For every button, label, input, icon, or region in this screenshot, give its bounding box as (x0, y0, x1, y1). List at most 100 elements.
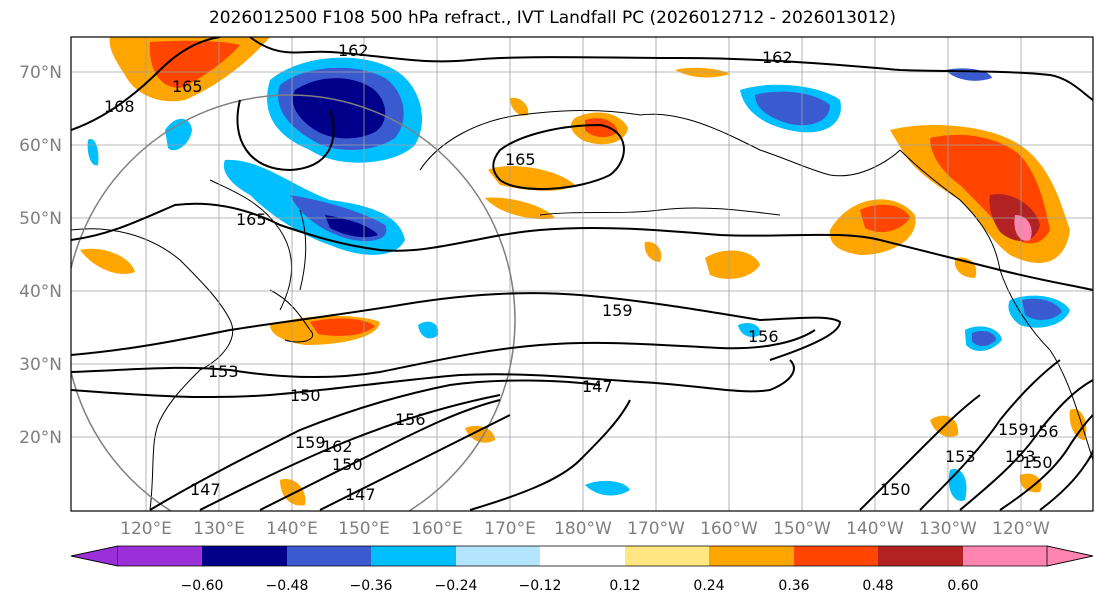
contour-label: 156 (395, 410, 426, 429)
longitude-label: 140°W (846, 519, 904, 539)
colorbar-tick-label: −0.48 (266, 578, 309, 594)
latitude-label: 30°N (19, 355, 62, 375)
colorbar-tick-label: −0.60 (181, 578, 224, 594)
landfall-region-circle (71, 94, 516, 511)
longitude-label: 160°E (411, 519, 463, 539)
contour-label: 162 (322, 437, 353, 456)
colorbar-tick-label: −0.36 (350, 578, 393, 594)
colorbar-segment (540, 546, 625, 566)
contour-label: 156 (748, 327, 779, 346)
contour-label: 159 (295, 433, 326, 452)
negative-anomaly-area (165, 118, 192, 151)
contour-label: 150 (332, 455, 363, 474)
contour-label: 165 (172, 77, 203, 96)
contour-label: 153 (945, 447, 976, 466)
contour-label: 168 (104, 97, 135, 116)
negative-anomaly-core (755, 91, 830, 126)
contour-label: 150 (290, 386, 321, 405)
longitude-labels: 120°E 130°E 140°E 150°E 160°E 170°E 180°… (120, 519, 1050, 539)
longitude-label: 120°W (992, 519, 1050, 539)
longitude-label: 150°W (773, 519, 831, 539)
negative-anomaly-core (972, 330, 996, 347)
contour-label: 165 (236, 210, 267, 229)
longitude-label: 170°E (484, 519, 536, 539)
colorbar-extend-min (70, 545, 119, 567)
colorbar: −0.60 −0.48 −0.36 −0.24 −0.12 0.12 0.24 … (70, 545, 1094, 594)
chart-title: 2026012500 F108 500 hPa refract., IVT La… (208, 8, 896, 28)
contour-label: 156 (1028, 422, 1059, 441)
positive-anomaly-core (149, 40, 240, 88)
longitude-label: 160°W (700, 519, 758, 539)
negative-anomaly-core (1022, 298, 1062, 320)
contour-label: 159 (602, 301, 633, 320)
longitude-label: 130°W (919, 519, 977, 539)
longitude-label: 170°W (627, 519, 685, 539)
positive-anomaly-peak (1014, 215, 1032, 241)
colorbar-outline (70, 545, 1094, 567)
negative-anomaly-area (585, 480, 630, 496)
colorbar-tick-label: 0.12 (609, 578, 640, 594)
colorbar-segment (625, 546, 709, 566)
colorbar-segment (794, 546, 878, 566)
contour-label: 147 (345, 485, 376, 504)
positive-anomaly-area (485, 197, 555, 220)
contour-label: 150 (880, 480, 911, 499)
colorbar-segment (202, 546, 287, 566)
colorbar-extend-max (1046, 545, 1094, 567)
colorbar-segment (963, 546, 1047, 566)
longitude-label: 150°E (338, 519, 390, 539)
contour-label: 147 (190, 480, 221, 499)
colorbar-tick-label: 0.24 (693, 578, 724, 594)
colorbar-tick-label: −0.24 (435, 578, 478, 594)
colorbar-segment (118, 546, 202, 566)
contour-label-group: 162 162 165 168 165 165 159 156 153 150 … (104, 41, 1059, 504)
refractivity-contours (71, 37, 1093, 511)
positive-anomaly-core (310, 318, 375, 336)
negative-anomaly-area (418, 321, 439, 339)
contour-label: 162 (338, 41, 369, 60)
latitude-label: 70°N (19, 63, 62, 83)
longitude-label: 120°E (120, 519, 172, 539)
longitude-label: 130°E (193, 519, 245, 539)
contour-label: 150 (1022, 453, 1053, 472)
map-background (71, 37, 1093, 511)
positive-anomaly-area (280, 479, 306, 506)
positive-anomaly-area (1019, 473, 1042, 493)
latitude-label: 60°N (19, 136, 62, 156)
positive-anomaly-core (585, 118, 618, 138)
colorbar-segment (456, 546, 540, 566)
positive-anomaly-area (644, 241, 662, 262)
contour-label: 162 (762, 48, 793, 67)
contour-label: 165 (505, 150, 536, 169)
contour-label: 153 (1005, 447, 1036, 466)
colorbar-segment (709, 546, 794, 566)
shading-layer (80, 37, 1087, 506)
colorbar-segment (371, 546, 456, 566)
latitude-label: 20°N (19, 428, 62, 448)
contour-label: 153 (208, 362, 239, 381)
positive-anomaly-area (675, 67, 730, 78)
positive-anomaly-area (1069, 409, 1087, 440)
colorbar-segment (878, 546, 963, 566)
latitude-label: 40°N (19, 282, 62, 302)
latitude-labels: 70°N 60°N 50°N 40°N 30°N 20°N (19, 63, 62, 448)
colorbar-tick-label: −0.12 (519, 578, 562, 594)
positive-anomaly-area (705, 250, 760, 279)
contour-label: 159 (998, 420, 1029, 439)
negative-anomaly-area (87, 139, 99, 166)
positive-anomaly-area (510, 97, 529, 116)
longitude-label: 180°W (554, 519, 612, 539)
negative-anomaly-area (738, 323, 761, 337)
colorbar-tick-label: 0.48 (862, 578, 893, 594)
colorbar-tick-label: 0.36 (778, 578, 809, 594)
colorbar-tick-label: 0.60 (947, 578, 978, 594)
colorbar-segment (287, 546, 371, 566)
map-frame (70, 36, 1094, 512)
contour-label: 147 (582, 377, 613, 396)
positive-anomaly-area (465, 425, 495, 443)
negative-anomaly-peak (325, 215, 378, 238)
longitude-label: 140°E (266, 519, 318, 539)
positive-anomaly-area (80, 248, 135, 274)
latitude-label: 50°N (19, 209, 62, 229)
